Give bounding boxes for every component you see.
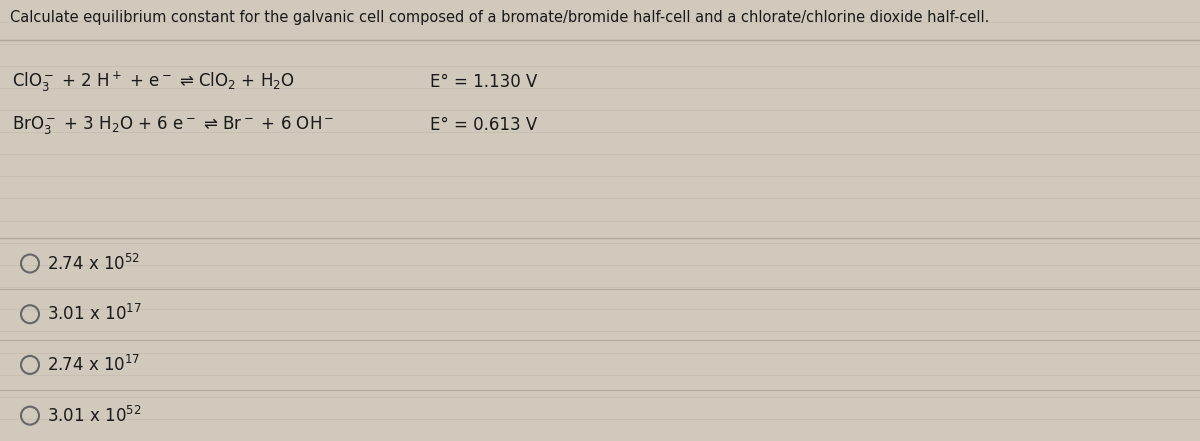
Text: BrO$_3^-$ + 3 H$_2$O + 6 e$^-$ ⇌ Br$^-$ + 6 OH$^-$: BrO$_3^-$ + 3 H$_2$O + 6 e$^-$ ⇌ Br$^-$ … — [12, 114, 335, 136]
Text: Calculate equilibrium constant for the galvanic cell composed of a bromate/bromi: Calculate equilibrium constant for the g… — [10, 10, 989, 25]
Text: ClO$_3^-$ + 2 H$^+$ + e$^-$ ⇌ ClO$_2$ + H$_2$O: ClO$_3^-$ + 2 H$^+$ + e$^-$ ⇌ ClO$_2$ + … — [12, 70, 295, 94]
Text: 3.01 x 10$^{17}$: 3.01 x 10$^{17}$ — [47, 304, 142, 324]
Text: 2.74 x 10$^{52}$: 2.74 x 10$^{52}$ — [47, 254, 140, 273]
Text: E° = 0.613 V: E° = 0.613 V — [430, 116, 538, 134]
Text: 2.74 x 10$^{17}$: 2.74 x 10$^{17}$ — [47, 355, 140, 375]
Text: 3.01 x 10$^{52}$: 3.01 x 10$^{52}$ — [47, 406, 142, 426]
Text: E° = 1.130 V: E° = 1.130 V — [430, 73, 538, 91]
